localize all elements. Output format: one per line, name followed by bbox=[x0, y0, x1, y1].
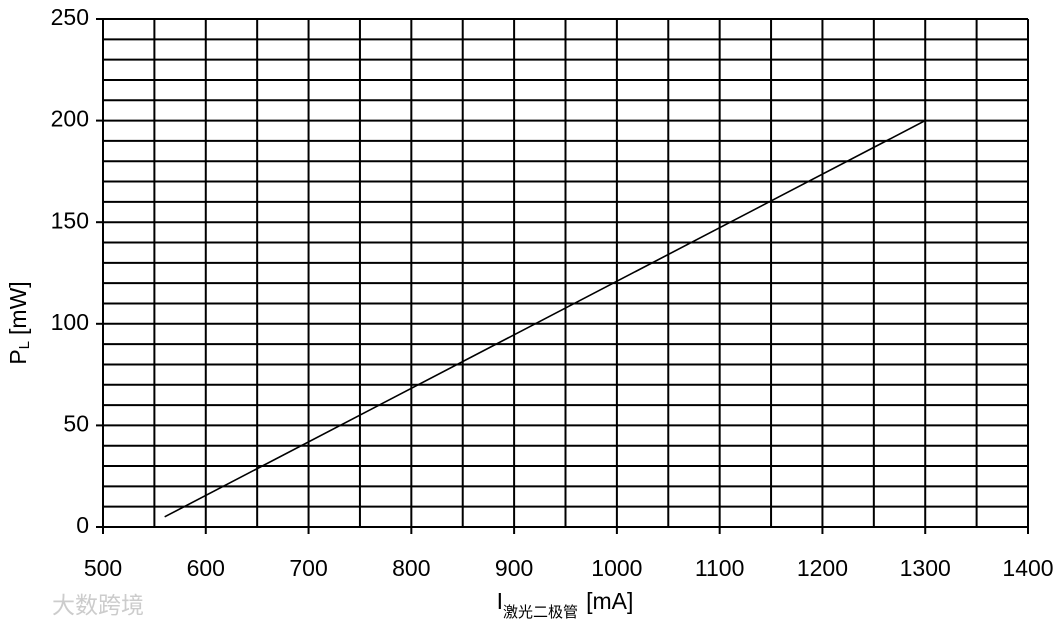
x-tick-label: 1300 bbox=[900, 555, 951, 581]
x-tick-label: 600 bbox=[187, 555, 225, 581]
y-label-unit: [mW] bbox=[5, 281, 31, 335]
x-tick-label: 700 bbox=[289, 555, 327, 581]
x-axis-label: I激光二极管 [mA] bbox=[497, 588, 634, 621]
x-tick-label: 1400 bbox=[1002, 555, 1053, 581]
y-tick-label: 200 bbox=[51, 106, 89, 132]
x-tick-label: 900 bbox=[495, 555, 533, 581]
x-tick-label: 1200 bbox=[797, 555, 848, 581]
data-line bbox=[164, 119, 926, 518]
x-label-unit: [mA] bbox=[586, 588, 633, 614]
x-label-main: I bbox=[497, 588, 503, 614]
y-tick-label: 250 bbox=[51, 4, 89, 30]
y-tick-label: 50 bbox=[63, 410, 89, 436]
y-tick-label: 100 bbox=[51, 309, 89, 335]
y-tick-label: 150 bbox=[51, 207, 89, 233]
x-tick-label: 1000 bbox=[591, 555, 642, 581]
x-tick-label: 1100 bbox=[695, 555, 744, 581]
y-tick-label: 0 bbox=[76, 512, 89, 538]
watermark: 大数跨境 bbox=[52, 592, 144, 618]
x-tick-label: 800 bbox=[392, 555, 430, 581]
x-tick-label: 500 bbox=[84, 555, 122, 581]
x-label-sub: 激光二极管 bbox=[503, 604, 578, 621]
y-axis-label: PL [mW] bbox=[5, 281, 33, 364]
y-label-main: P bbox=[5, 349, 31, 364]
y-label-sub: L bbox=[16, 341, 33, 349]
